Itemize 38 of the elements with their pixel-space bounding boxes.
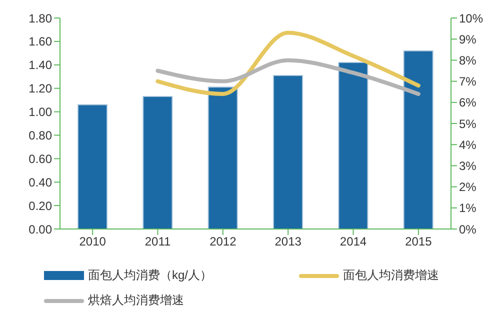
x-tick-label: 2013 — [274, 234, 302, 249]
y-tick-label: 0.60 — [28, 152, 52, 166]
y-tick-label: 1.80 — [28, 11, 52, 26]
legend-label: 面包人均消费（kg/人） — [88, 267, 212, 284]
x-tick-label: 2010 — [79, 234, 106, 249]
y2-tick-label: 10% — [459, 11, 484, 26]
y2-tick-label: 9% — [459, 32, 477, 46]
y2-tick-label: 3% — [459, 158, 477, 173]
x-tick-label: 2011 — [144, 234, 171, 249]
y-tick-label: 0.00 — [28, 222, 52, 236]
x-tick-label: 2015 — [405, 234, 432, 249]
bar — [208, 86, 238, 229]
bar — [78, 104, 108, 229]
y2-tick-label: 6% — [459, 96, 477, 110]
bar — [403, 50, 434, 229]
y2-tick-label: 8% — [459, 53, 477, 68]
y-tick-label: 1.60 — [28, 34, 52, 49]
legend-label: 烘焙人均消费增速 — [88, 292, 184, 309]
y2-tick-label: 2% — [459, 180, 477, 194]
y2-tick-label: 0% — [459, 222, 477, 236]
x-tick-label: 2012 — [210, 234, 237, 249]
y-tick-label: 1.40 — [28, 58, 52, 72]
y2-tick-label: 5% — [459, 116, 477, 131]
x-tick-label: 2014 — [340, 234, 367, 249]
y2-tick-label: 1% — [459, 201, 477, 216]
bar — [142, 96, 173, 229]
bar — [273, 74, 303, 229]
y2-tick-label: 7% — [459, 74, 477, 89]
y-tick-label: 0.40 — [28, 175, 52, 190]
line-series — [156, 58, 420, 96]
legend-label: 面包人均消费增速 — [343, 267, 439, 284]
bar — [338, 62, 368, 229]
y-tick-label: 0.80 — [28, 128, 52, 142]
y-tick-label: 1.00 — [28, 105, 52, 120]
y2-tick-label: 4% — [459, 138, 477, 152]
line-series — [156, 30, 420, 96]
y-tick-label: 0.20 — [28, 198, 52, 213]
y-tick-label: 1.20 — [28, 82, 52, 96]
